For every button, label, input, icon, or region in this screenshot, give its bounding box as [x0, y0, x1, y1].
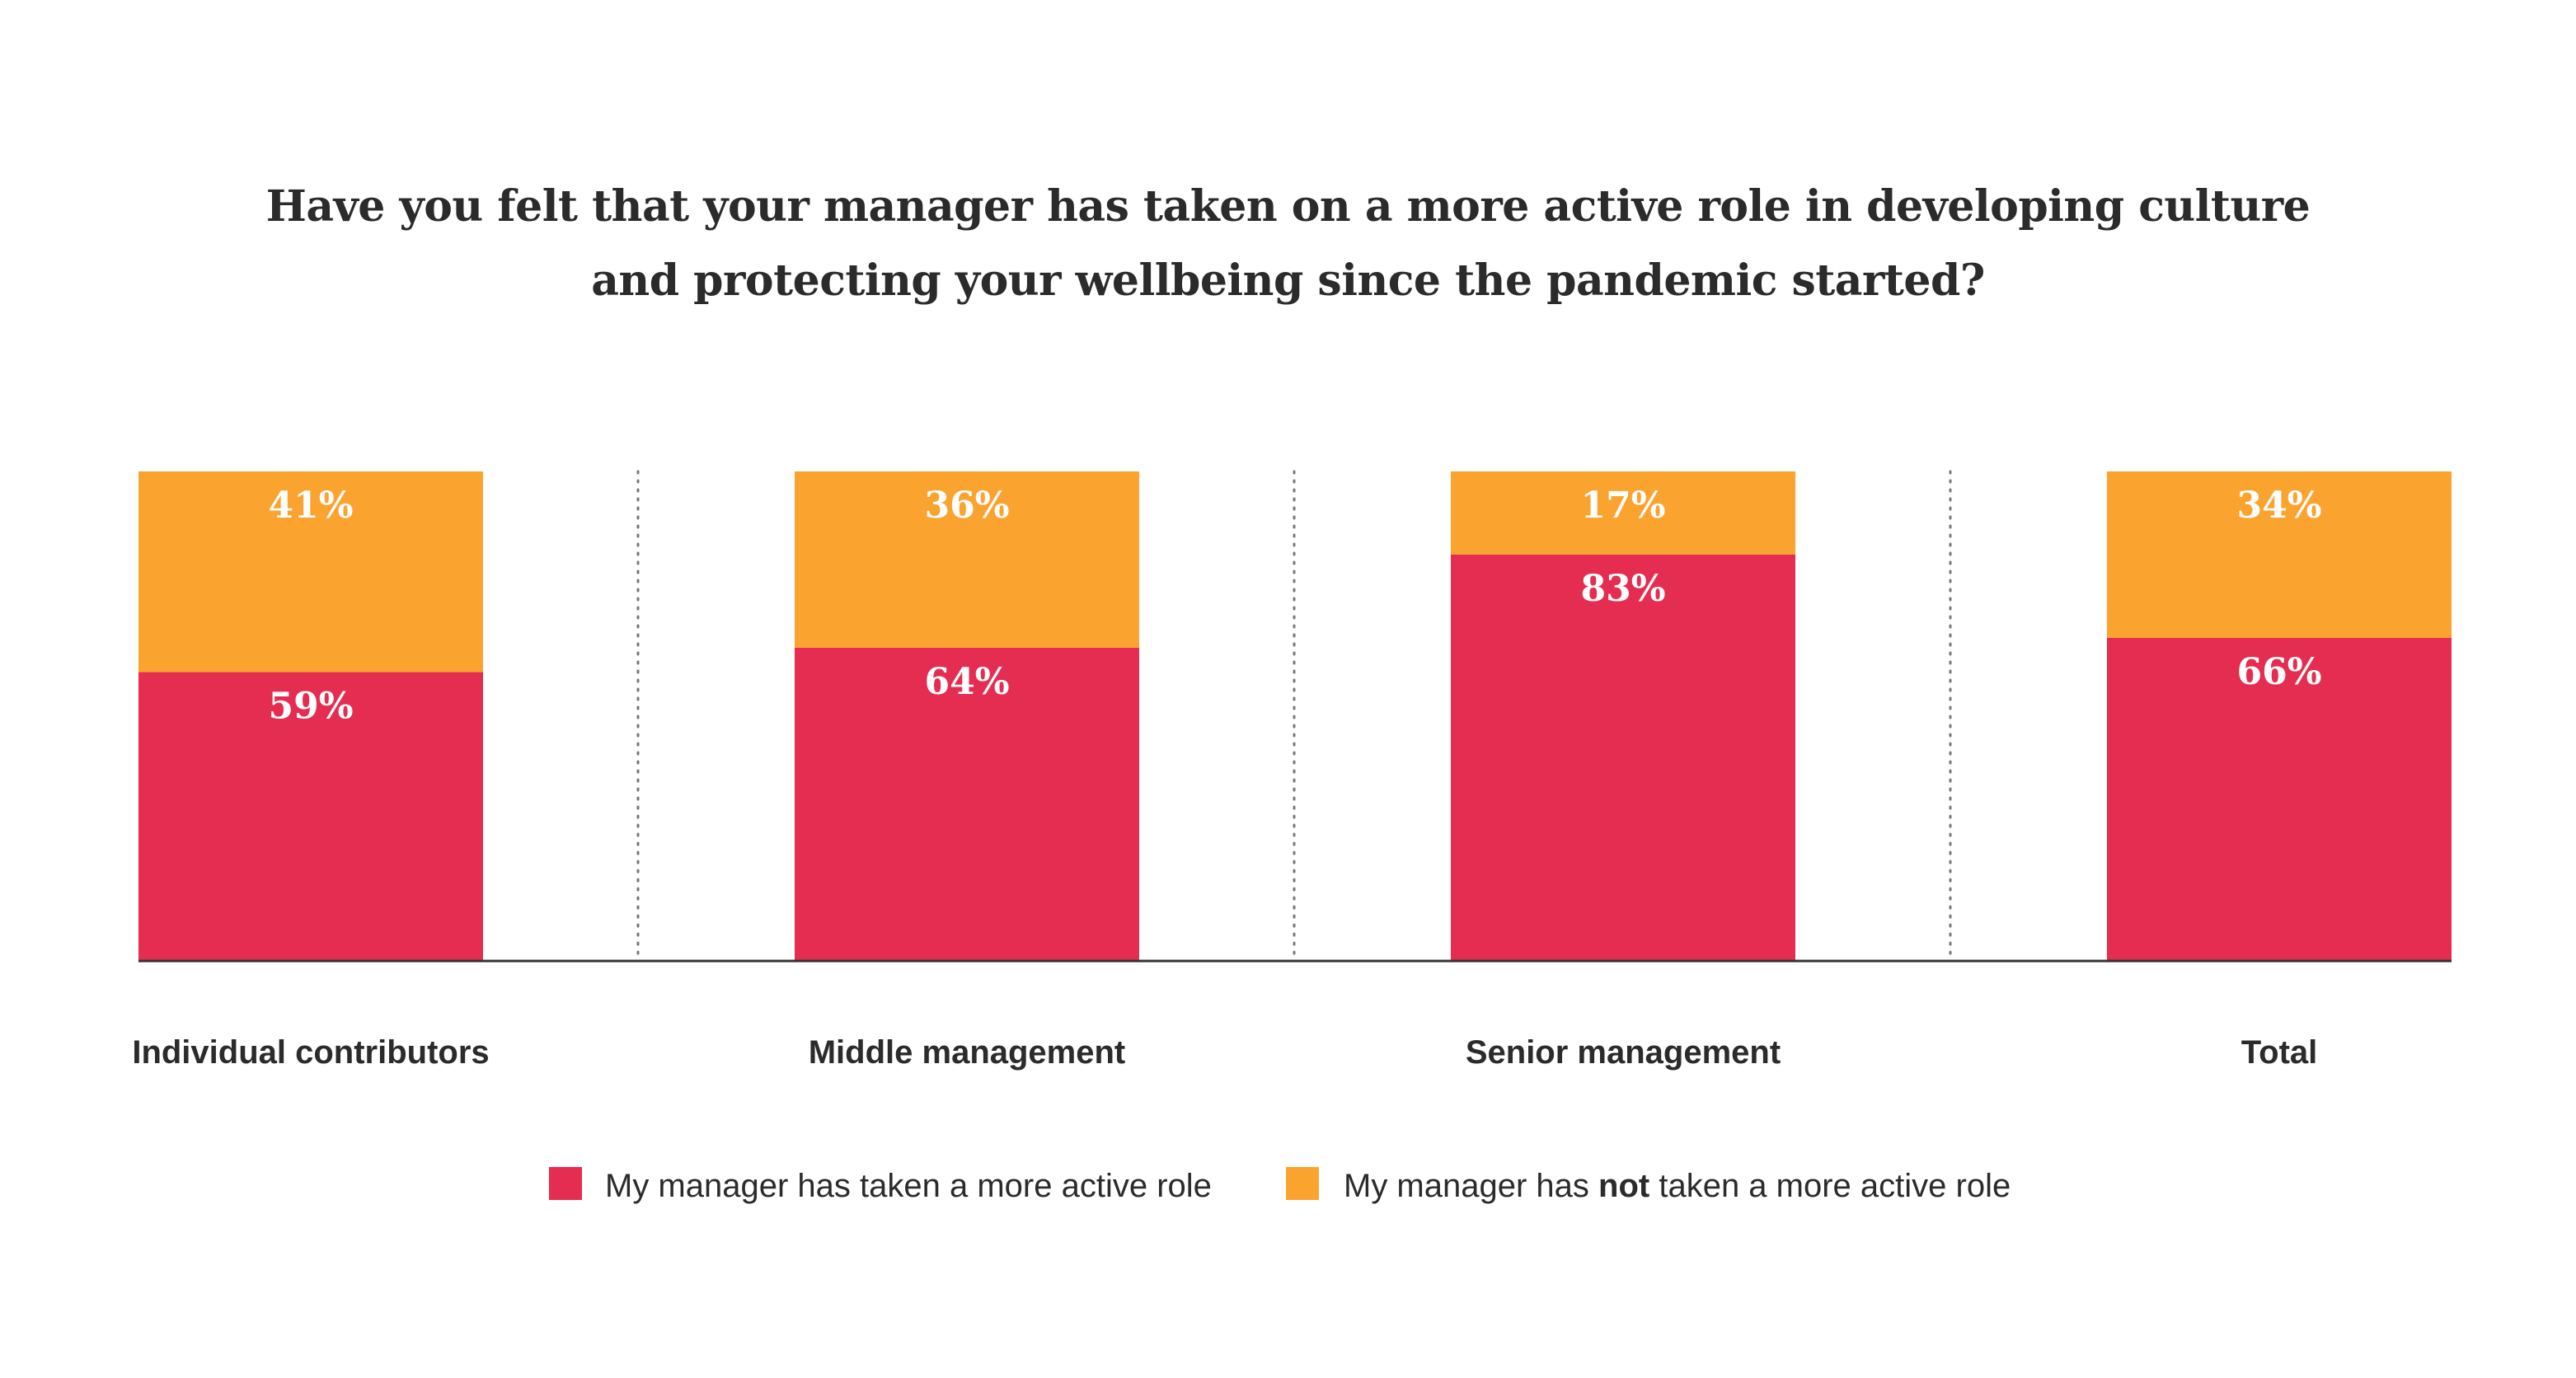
chart-title-line-2: and protecting your wellbeing since the …: [591, 255, 1985, 306]
category-label-senior-management: Senior management: [1466, 1034, 1781, 1071]
bar-middle-management-series-1: [795, 647, 1139, 961]
bar-total-series-2: [2107, 471, 2452, 638]
legend-label-1: My manager has taken a more active role: [605, 1168, 1212, 1204]
legend-label-2-part-2: not: [1598, 1168, 1649, 1204]
bar-individual-contributors-series-2: [138, 471, 483, 673]
data-label-individual-contributors-series-1: 59%: [268, 686, 353, 728]
legend-label-2: My manager has not taken a more active r…: [1344, 1168, 2011, 1204]
category-label-middle-management: Middle management: [809, 1034, 1126, 1071]
data-label-total-series-1: 66%: [2236, 651, 2321, 693]
data-label-middle-management-series-2: 36%: [924, 485, 1009, 527]
category-label-total: Total: [2241, 1034, 2318, 1071]
chart-title: Have you felt that your manager has take…: [0, 170, 2576, 318]
legend-label-2-part-3: taken a more active role: [1649, 1168, 2011, 1204]
category-label-individual-contributors: Individual contributors: [132, 1034, 489, 1071]
data-label-middle-management-series-1: 64%: [924, 661, 1009, 703]
data-label-individual-contributors-series-2: 41%: [268, 485, 353, 527]
legend-swatch-2: [1286, 1167, 1319, 1200]
chart-title-line-1: Have you felt that your manager has take…: [265, 181, 2311, 232]
bar-senior-management-series-1: [1451, 554, 1795, 961]
data-label-senior-management-series-1: 83%: [1580, 568, 1665, 610]
legend-swatch-1: [549, 1167, 582, 1200]
bar-individual-contributors-series-1: [138, 672, 483, 961]
data-label-total-series-2: 34%: [2236, 485, 2321, 527]
legend-label-2-part-1: My manager has: [1344, 1168, 1598, 1204]
bar-senior-management-series-2: [1451, 471, 1795, 555]
bar-total-series-1: [2107, 637, 2452, 961]
bar-middle-management-series-2: [795, 471, 1139, 648]
data-label-senior-management-series-2: 17%: [1580, 485, 1665, 527]
